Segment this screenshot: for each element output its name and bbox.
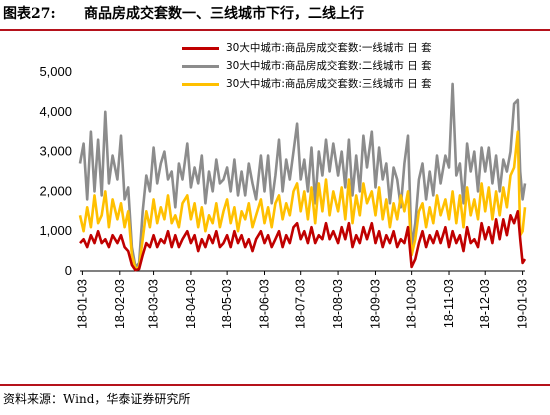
y-tick-label: 1,000 — [39, 223, 72, 238]
series-line — [78, 82, 527, 269]
legend-item: 30大中城市:商品房成交套数:一线城市 日 套 — [182, 40, 482, 58]
x-tick-label: 18-09-03 — [368, 279, 382, 329]
x-tick-label: 18-11-03 — [442, 279, 456, 328]
y-tick-label: 0 — [65, 263, 72, 278]
footer-divider — [0, 384, 550, 386]
figure-title: 商品房成交套数一、三线城市下行，二线上行 — [84, 6, 364, 22]
legend-swatch — [182, 47, 219, 50]
x-tick-label: 18-02-03 — [113, 279, 127, 329]
line-chart: 0 1,000 2,000 3,000 4,000 5,000 18-01-03 18-02… — [39, 64, 530, 329]
y-tick-label: 3,000 — [39, 144, 72, 159]
legend-label: 30大中城市:商品房成交套数:三线城市 日 套 — [226, 78, 432, 90]
chart-legend: 30大中城市:商品房成交套数:一线城市 日 套 30大中城市:商品房成交套数:二线… — [182, 40, 482, 94]
legend-swatch — [182, 83, 219, 86]
legend-swatch — [182, 65, 219, 68]
source-note: 资料来源：Wind，华泰证券研究所 — [3, 392, 191, 406]
series-line — [79, 210, 527, 272]
x-tick-label: 18-01-03 — [75, 279, 89, 329]
series-layer — [78, 82, 527, 272]
y-tick-label: 4,000 — [39, 104, 72, 119]
x-tick-label: 18-12-03 — [478, 279, 492, 329]
legend-label: 30大中城市:商品房成交套数:一线城市 日 套 — [226, 42, 432, 54]
y-axis: 0 1,000 2,000 3,000 4,000 5,000 — [39, 64, 72, 278]
y-tick-label: 5,000 — [39, 64, 72, 79]
x-tick-label: 18-10-03 — [405, 279, 419, 329]
x-tick-label: 18-06-03 — [258, 279, 272, 329]
series-line — [78, 130, 527, 271]
x-tick-label: 18-05-03 — [220, 279, 234, 329]
y-tick-label: 2,000 — [39, 183, 72, 198]
x-tick-label: 18-08-03 — [331, 279, 345, 329]
legend-item: 30大中城市:商品房成交套数:二线城市 日 套 — [182, 58, 482, 76]
figure-header: 图表27: 商品房成交套数一、三线城市下行，二线上行 — [0, 0, 550, 30]
x-tick-label: 18-03-03 — [147, 279, 161, 329]
x-tick-label: 18-07-03 — [294, 279, 308, 329]
legend-label: 30大中城市:商品房成交套数:二线城市 日 套 — [226, 60, 432, 72]
x-axis: 18-01-03 18-02-03 18-03-03 18-04-03 18-05-03… — [75, 270, 530, 329]
x-tick-label: 18-04-03 — [184, 279, 198, 329]
legend-item: 30大中城市:商品房成交套数:三线城市 日 套 — [182, 76, 482, 94]
x-tick-label: 19-01-03 — [516, 279, 530, 329]
title-divider — [0, 29, 550, 31]
figure-number: 图表27: — [3, 6, 56, 22]
